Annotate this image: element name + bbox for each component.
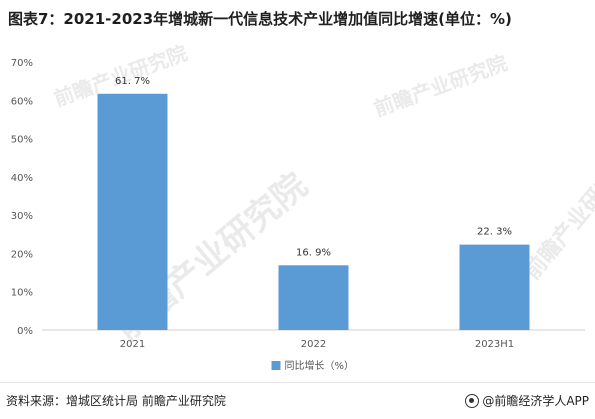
- legend-label: 同比增长（%）: [285, 359, 355, 372]
- x-tick-label: 2021: [120, 339, 145, 350]
- brand-logo-icon: [465, 394, 480, 408]
- source-text: 资料来源：增城区统计局 前瞻产业研究院: [6, 394, 226, 408]
- y-tick-label: 40%: [11, 173, 33, 184]
- data-label: 16. 9%: [296, 247, 331, 258]
- y-tick-label: 60%: [11, 96, 33, 107]
- footer: 资料来源：增城区统计局 前瞻产业研究院 @前瞻经济学人APP: [6, 390, 589, 412]
- brand-text: @前瞻经济学人APP: [465, 392, 589, 409]
- footer-divider: [0, 382, 595, 383]
- chart-title: 图表7：2021-2023年增城新一代信息技术产业增加值同比增速(单位：%): [8, 10, 512, 28]
- bar: [459, 244, 530, 330]
- y-tick-label: 70%: [11, 58, 33, 69]
- y-tick-label: 30%: [11, 211, 33, 222]
- brand-label: @前瞻经济学人APP: [482, 394, 589, 408]
- y-tick-label: 20%: [11, 249, 33, 260]
- bar: [278, 265, 349, 330]
- data-label: 61. 7%: [115, 76, 150, 87]
- x-tick-label: 2022: [301, 339, 326, 350]
- y-tick-label: 10%: [11, 288, 33, 299]
- data-label: 22. 3%: [477, 227, 512, 238]
- y-tick-label: 50%: [11, 135, 33, 146]
- bar: [97, 93, 168, 330]
- legend-swatch: [271, 361, 281, 370]
- y-tick-label: 0%: [17, 326, 33, 337]
- x-tick-label: 2023H1: [475, 339, 514, 350]
